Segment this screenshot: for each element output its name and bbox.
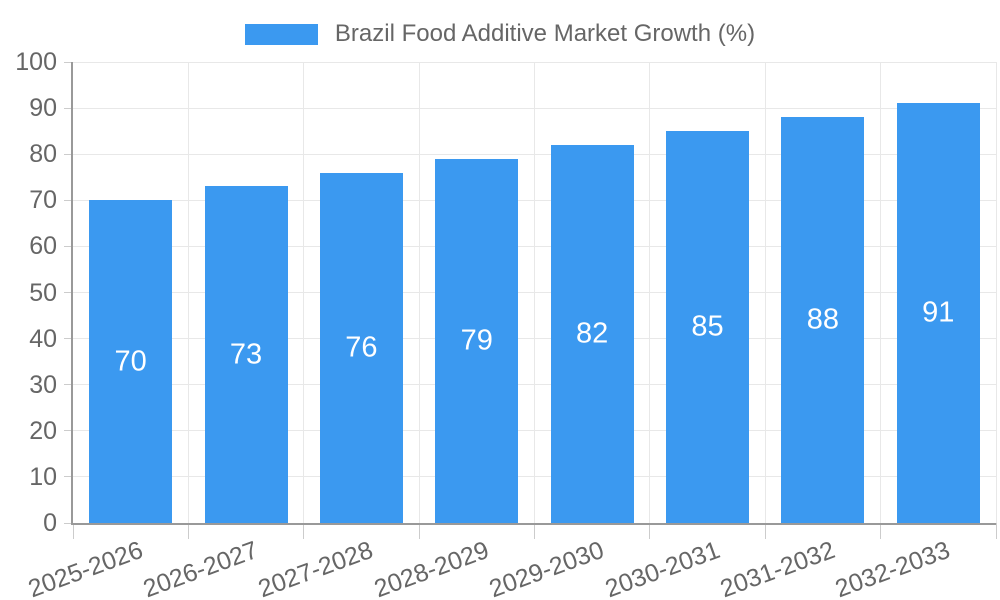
- y-axis-label: 70: [29, 186, 57, 215]
- y-tick: [64, 199, 73, 201]
- y-tick: [64, 107, 73, 109]
- bar-value-label: 85: [691, 310, 724, 343]
- gridline-vertical: [534, 62, 535, 523]
- legend[interactable]: Brazil Food Additive Market Growth (%): [0, 20, 1000, 48]
- y-axis-label: 90: [29, 94, 57, 123]
- y-axis-label: 30: [29, 370, 57, 399]
- bar[interactable]: 76: [319, 172, 403, 523]
- y-tick: [64, 292, 73, 293]
- y-tick: [64, 430, 73, 432]
- y-tick: [64, 522, 73, 524]
- x-tick: [880, 523, 882, 539]
- y-axis-label: 100: [15, 48, 57, 76]
- x-tick: [534, 523, 535, 539]
- gridline-vertical: [764, 62, 766, 523]
- y-tick: [64, 61, 73, 63]
- y-axis-label: 40: [29, 324, 57, 353]
- y-axis-label: 0: [43, 509, 57, 537]
- gridline-vertical: [187, 62, 189, 523]
- x-tick: [764, 523, 766, 539]
- y-tick: [64, 476, 73, 478]
- x-tick: [187, 523, 189, 539]
- gridline-vertical: [418, 62, 420, 523]
- bar[interactable]: 91: [896, 103, 980, 523]
- x-tick: [995, 523, 997, 539]
- y-axis-label: 60: [29, 232, 57, 261]
- y-tick: [64, 384, 73, 386]
- y-tick: [64, 338, 73, 340]
- bar-value-label: 82: [576, 317, 609, 350]
- x-tick: [303, 523, 305, 539]
- legend-swatch: [244, 23, 318, 45]
- gridline-vertical: [995, 62, 997, 523]
- bar-value-label: 73: [229, 338, 263, 371]
- bar-value-label: 76: [345, 331, 378, 364]
- bar-value-label: 70: [114, 345, 147, 378]
- bar-value-label: 88: [806, 303, 840, 336]
- bar[interactable]: 85: [666, 131, 750, 523]
- gridline-vertical: [303, 62, 305, 523]
- y-axis-label: 80: [29, 140, 57, 169]
- y-axis-label: 10: [29, 462, 57, 491]
- x-tick: [649, 523, 651, 539]
- x-axis-line: [71, 523, 996, 525]
- bar[interactable]: 82: [550, 144, 634, 523]
- y-axis-label: 50: [29, 278, 57, 307]
- bar[interactable]: 73: [204, 186, 288, 523]
- y-tick: [64, 245, 73, 247]
- bar[interactable]: 88: [781, 117, 865, 523]
- x-tick: [72, 523, 74, 539]
- gridline-vertical: [649, 62, 651, 523]
- y-axis-line: [71, 62, 73, 523]
- gridline-vertical: [880, 62, 882, 523]
- bar-value-label: 79: [460, 324, 493, 357]
- y-tick: [64, 153, 73, 155]
- bar-value-label: 91: [922, 296, 955, 329]
- y-axis-label: 20: [29, 416, 57, 445]
- x-tick: [418, 523, 420, 539]
- bar[interactable]: 79: [435, 158, 519, 523]
- legend-label: Brazil Food Additive Market Growth (%): [334, 20, 756, 47]
- bar[interactable]: 70: [89, 200, 173, 523]
